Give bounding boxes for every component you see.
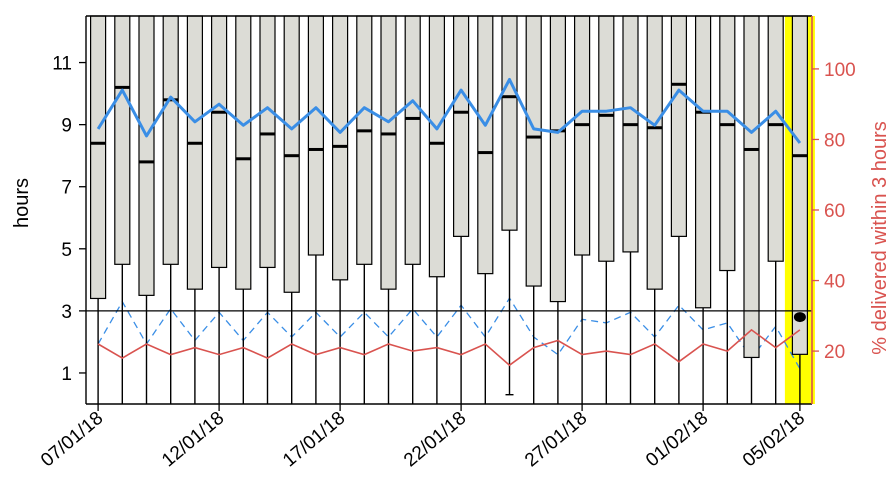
box xyxy=(549,15,567,303)
series-lines-layer xyxy=(86,78,812,367)
y-tick-label: 5 xyxy=(61,240,72,261)
box xyxy=(404,15,421,265)
x-tick-label: 07/01/18 xyxy=(37,408,107,472)
box xyxy=(694,15,712,309)
within3-series-line xyxy=(97,328,801,367)
box xyxy=(670,15,688,237)
x-tick-label: 01/02/18 xyxy=(642,408,712,472)
y-tick-label: 7 xyxy=(61,178,72,199)
right-y-axis-title: % delivered within 3 hours xyxy=(869,121,891,354)
box xyxy=(356,15,373,265)
box xyxy=(114,15,131,265)
y-tick-label: 3 xyxy=(61,302,72,323)
box xyxy=(646,15,663,290)
x-tick-label: 05/02/18 xyxy=(739,408,809,472)
box xyxy=(89,15,107,300)
box xyxy=(598,15,615,262)
median-series-line xyxy=(96,78,802,144)
box xyxy=(767,15,784,262)
dashed-series-line xyxy=(97,296,801,370)
right-y-tick-label: 100 xyxy=(824,60,856,81)
box xyxy=(719,15,736,272)
box xyxy=(428,15,445,278)
box xyxy=(162,15,179,265)
box xyxy=(622,15,639,253)
dashed-series-layer xyxy=(97,296,801,370)
box xyxy=(283,15,300,293)
box xyxy=(235,15,252,290)
y-axis-title: hours xyxy=(11,178,33,228)
box xyxy=(525,15,542,287)
box xyxy=(477,15,494,275)
right-y-tick-label: 20 xyxy=(824,342,845,363)
x-tick-label: 17/01/18 xyxy=(279,408,349,472)
box xyxy=(573,15,591,256)
x-tick-label: 22/01/18 xyxy=(400,408,470,472)
box xyxy=(259,15,276,269)
right-y-tick-label: 60 xyxy=(824,201,845,222)
y-tick-label: 9 xyxy=(61,116,72,137)
box xyxy=(332,15,349,281)
x-tick-label: 27/01/18 xyxy=(521,408,591,472)
box xyxy=(743,15,760,359)
right-y-tick-label: 40 xyxy=(824,272,845,293)
boxes-layer xyxy=(89,15,809,404)
box xyxy=(138,15,155,296)
box xyxy=(211,15,228,269)
right-y-tick-label: 80 xyxy=(824,130,845,151)
box xyxy=(501,15,518,231)
highlight-point xyxy=(793,312,806,323)
box xyxy=(453,15,470,237)
box xyxy=(307,15,324,256)
box xyxy=(186,15,203,290)
box xyxy=(791,15,809,355)
y-tick-label: 11 xyxy=(52,54,72,75)
x-tick-label: 12/01/18 xyxy=(158,408,228,472)
y-tick-label: 1 xyxy=(61,364,72,385)
box xyxy=(380,15,397,290)
